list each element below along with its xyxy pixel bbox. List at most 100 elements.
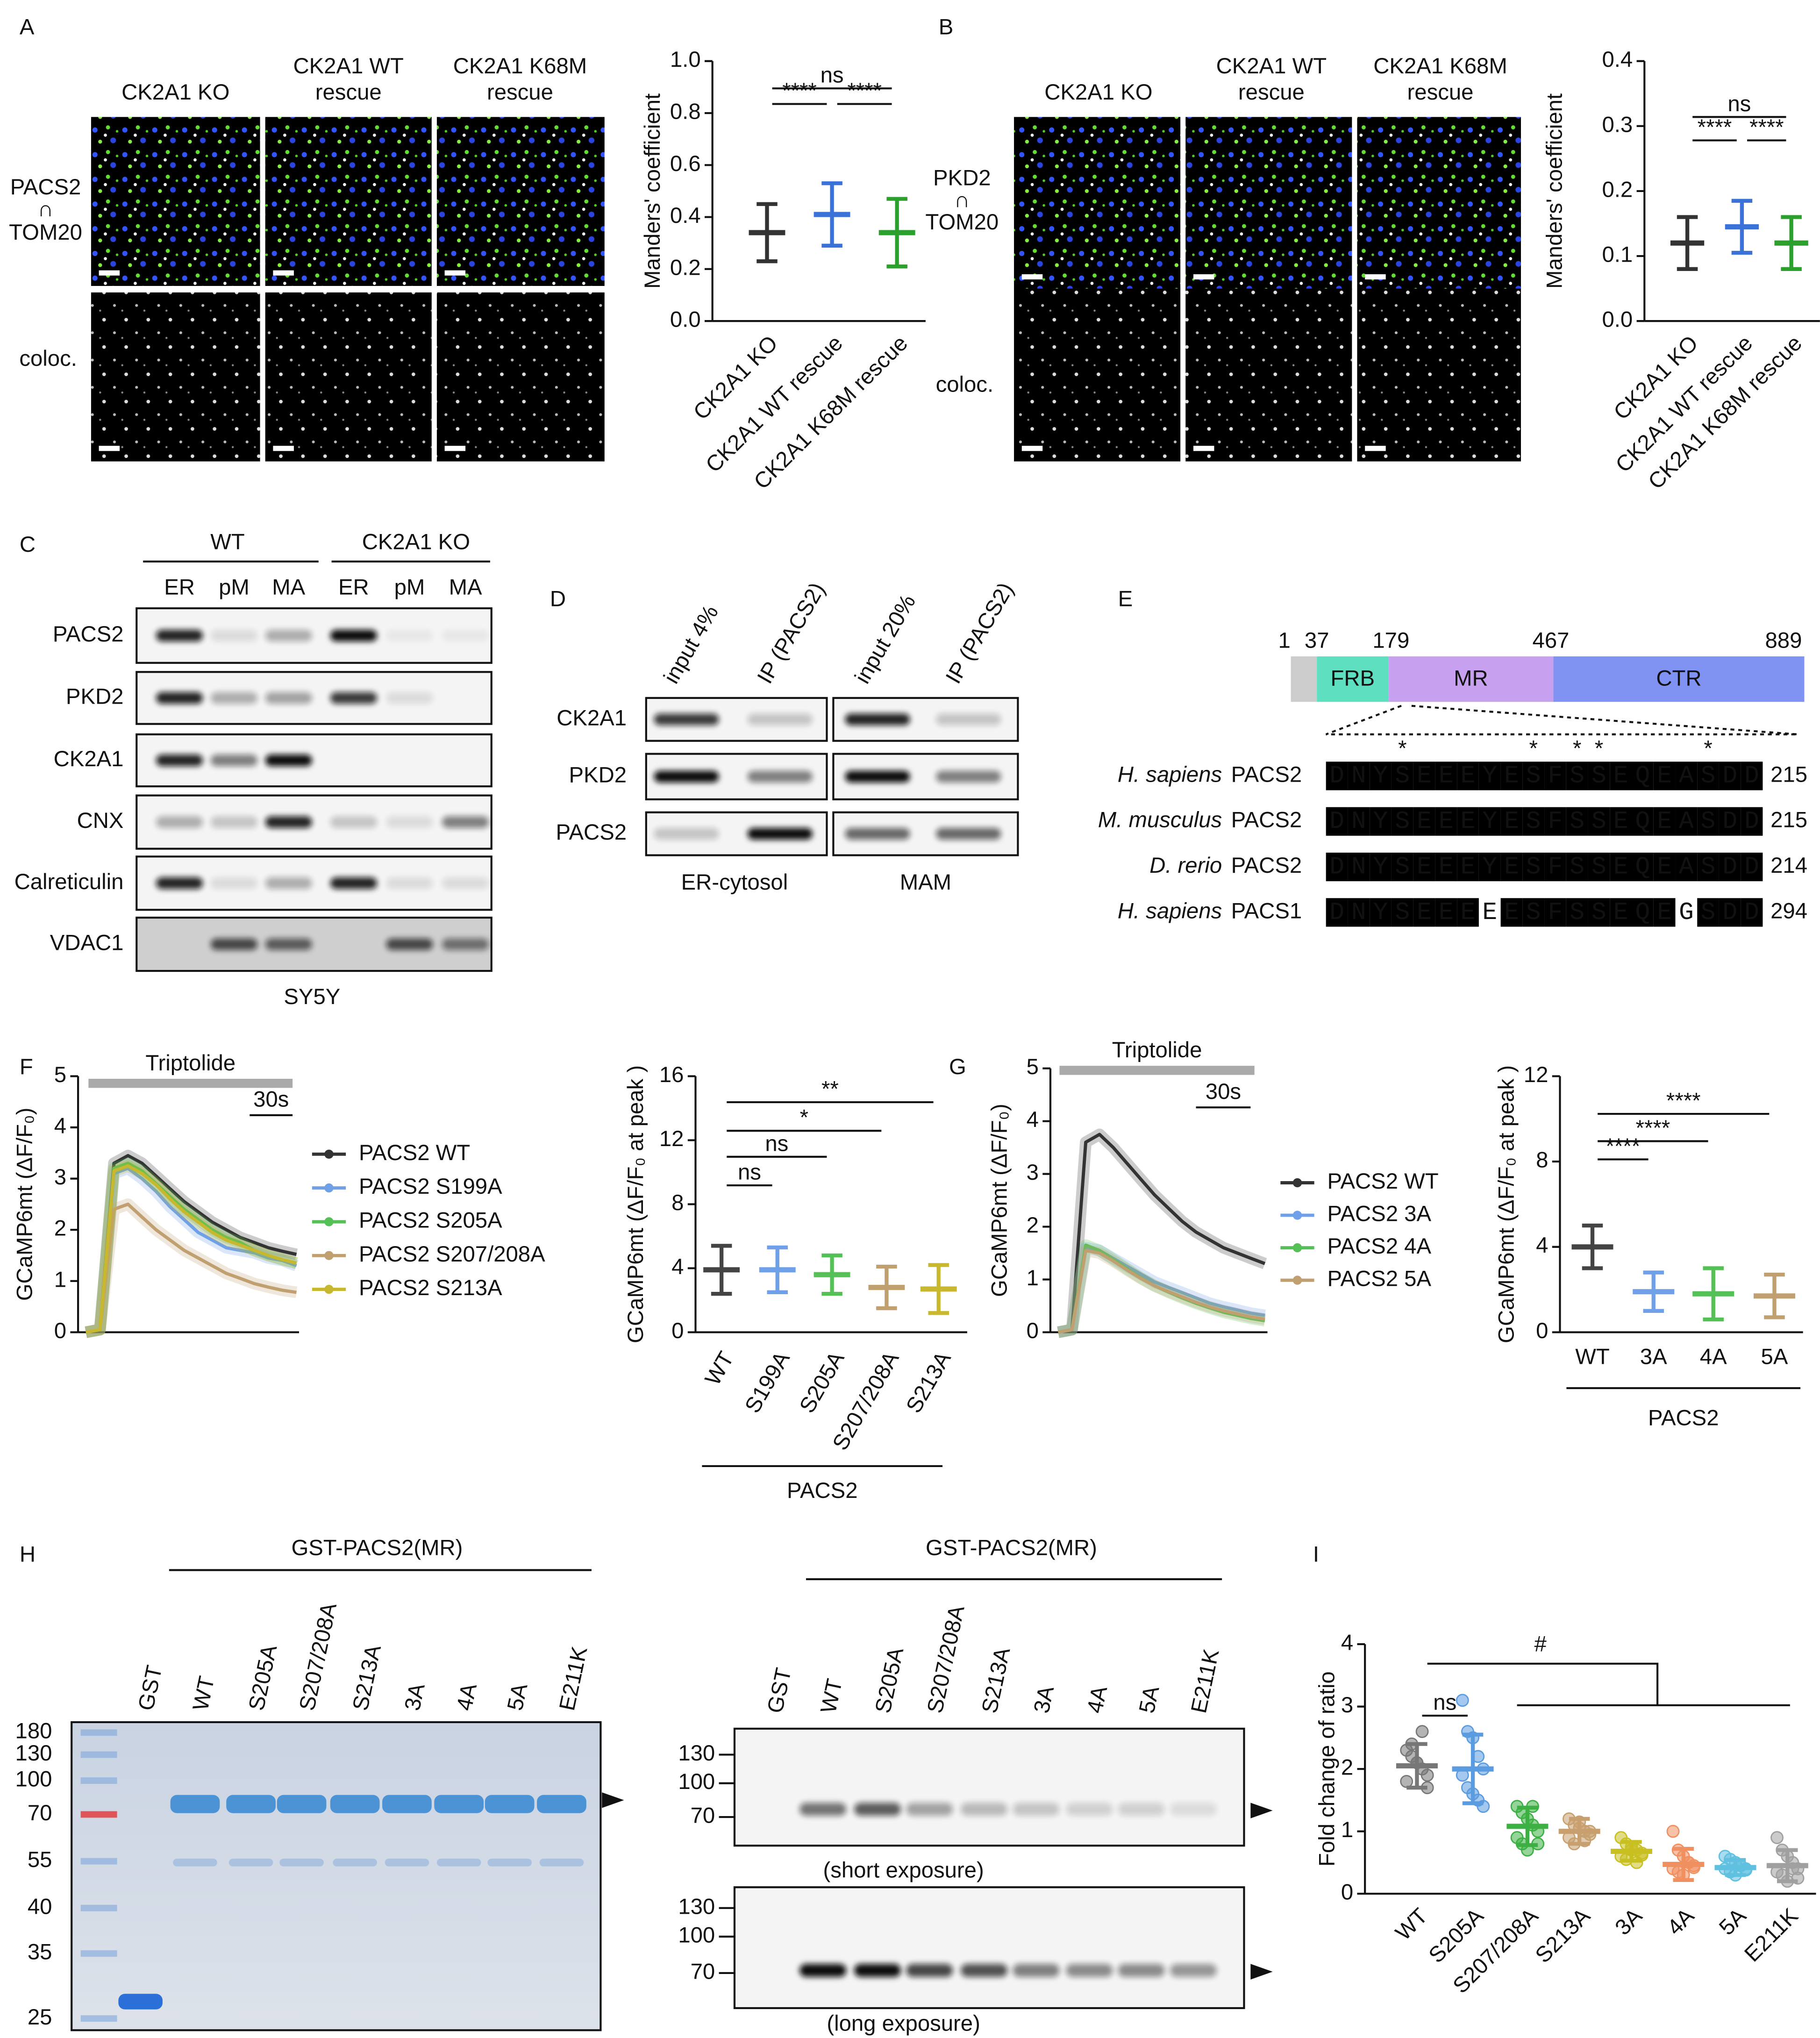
lane-label: ER xyxy=(164,575,195,600)
point xyxy=(1400,1774,1413,1788)
micrograph xyxy=(265,117,432,286)
y-tick-label: 0 xyxy=(54,1318,66,1343)
band xyxy=(386,938,433,950)
domain-label: CTR xyxy=(1656,666,1701,691)
blot xyxy=(136,916,492,972)
lane-label: S213A xyxy=(348,1643,386,1713)
x-tick-label: S199A xyxy=(740,1347,795,1418)
residue-box xyxy=(1391,807,1413,836)
residue-box xyxy=(1391,762,1413,791)
residue-box xyxy=(1522,807,1545,836)
gel-band xyxy=(333,1859,377,1867)
column-header: rescue xyxy=(315,80,382,105)
band xyxy=(654,828,719,840)
residue-box xyxy=(1566,898,1588,927)
band xyxy=(1066,1803,1113,1816)
band xyxy=(1118,1803,1165,1816)
residue-box xyxy=(1391,852,1413,882)
column-header: CK2A1 K68M xyxy=(1373,54,1507,78)
residue-box xyxy=(1675,852,1698,882)
residue-box xyxy=(1632,807,1654,836)
column-header: CK2A1 KO xyxy=(1044,80,1152,105)
band xyxy=(386,629,433,641)
panel-label: H xyxy=(20,1542,36,1567)
y-tick-label: 2 xyxy=(54,1216,66,1241)
residue-box xyxy=(1326,762,1348,791)
significance: ns xyxy=(765,1131,788,1156)
residue-box xyxy=(1741,852,1763,882)
legend-label: PACS2 S207/208A xyxy=(359,1242,545,1267)
end-position: 294 xyxy=(1770,898,1807,923)
title: GST-PACS2(MR) xyxy=(926,1535,1097,1560)
residue-box xyxy=(1435,807,1457,836)
residue-box xyxy=(1478,762,1501,791)
x-tick-label: 3A xyxy=(1640,1345,1667,1369)
line xyxy=(86,1167,297,1334)
lane-label: E211K xyxy=(1186,1647,1224,1715)
group-label: WT xyxy=(210,529,245,554)
ladder-band xyxy=(80,1729,117,1736)
lane-label: 4A xyxy=(1082,1683,1112,1715)
channel-label: TOM20 xyxy=(9,220,82,245)
legend-dot xyxy=(324,1217,334,1226)
residue-box xyxy=(1719,762,1741,791)
y-tick-label: 0.3 xyxy=(1602,112,1633,137)
band xyxy=(210,877,257,889)
group-label: CK2A1 KO xyxy=(362,529,470,554)
fraction-label: ER-cytosol xyxy=(681,870,788,895)
lane-label: 3A xyxy=(1029,1683,1059,1715)
residue-box xyxy=(1566,852,1588,882)
band xyxy=(854,1803,901,1816)
panel-label: B xyxy=(939,15,954,40)
gel-band xyxy=(537,1795,586,1813)
gel-band xyxy=(330,1795,380,1813)
x-tick-label: 5A xyxy=(1714,1903,1751,1940)
x-tick-label: 3A xyxy=(1610,1903,1647,1940)
marker-label: 130 xyxy=(15,1741,52,1766)
significance: ns xyxy=(1433,1690,1456,1715)
panel-label: D xyxy=(550,587,566,612)
row-label: PKD2 xyxy=(569,763,627,788)
residue-box xyxy=(1741,807,1763,836)
band xyxy=(156,629,203,641)
y-tick-label: 16 xyxy=(659,1062,684,1087)
legend-label: PACS2 S205A xyxy=(359,1208,502,1233)
zoom-line xyxy=(1325,705,1798,735)
y-tick-label: 4 xyxy=(671,1254,684,1279)
panel-label: A xyxy=(20,15,35,40)
micrograph xyxy=(1185,117,1352,290)
micrograph xyxy=(1014,117,1181,290)
band xyxy=(156,754,203,766)
x-tick-label: WT xyxy=(1575,1345,1610,1369)
species: D. rerio xyxy=(1149,853,1222,878)
x-tick-label: WT xyxy=(1391,1903,1432,1945)
x-tick-label: WT xyxy=(700,1347,739,1390)
gel-band xyxy=(385,1859,429,1867)
gel-band xyxy=(173,1859,217,1867)
residue-box xyxy=(1719,807,1741,836)
y-tick-label: 3 xyxy=(1341,1693,1353,1717)
residue-box xyxy=(1435,898,1457,927)
residue-box xyxy=(1500,852,1523,882)
residue-box xyxy=(1457,762,1479,791)
band xyxy=(210,938,257,950)
scale-bar xyxy=(1193,446,1214,451)
lane-label: input 4% xyxy=(659,601,723,688)
legend-dot xyxy=(324,1284,334,1294)
y-tick-label: 4 xyxy=(1341,1631,1353,1655)
y-axis-label: GCaMP6mt (ΔF/F₀) xyxy=(987,1104,1012,1297)
residue-box xyxy=(1348,898,1370,927)
panel-label: I xyxy=(1313,1542,1319,1567)
lane-label: IP (PACS2) xyxy=(752,578,830,688)
band xyxy=(960,1964,1008,1977)
lane-label: WT xyxy=(188,1674,220,1713)
y-tick-label: 0.4 xyxy=(670,203,701,228)
legend-dot xyxy=(1292,1276,1302,1285)
marker-label: 130 xyxy=(678,1741,715,1766)
legend-dot xyxy=(1292,1211,1302,1220)
band xyxy=(654,770,719,783)
lane-label: S205A xyxy=(244,1643,282,1713)
scale-bar xyxy=(273,446,294,451)
end-position: 215 xyxy=(1770,808,1807,833)
legend-dot xyxy=(1292,1243,1302,1253)
